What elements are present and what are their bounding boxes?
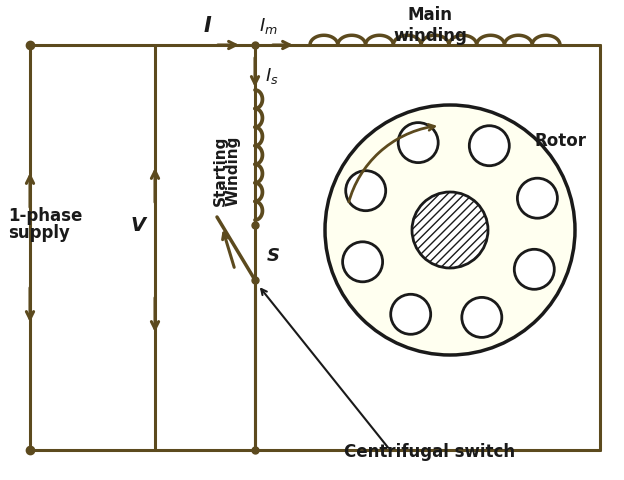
Circle shape [325, 106, 575, 355]
Circle shape [462, 298, 502, 338]
Circle shape [514, 250, 554, 290]
Text: $I_s$: $I_s$ [265, 66, 279, 86]
Text: Centrifugal switch: Centrifugal switch [344, 442, 515, 460]
Text: Rotor: Rotor [535, 132, 587, 150]
Text: V: V [130, 216, 145, 235]
Text: I: I [203, 16, 211, 36]
Circle shape [517, 179, 557, 219]
Circle shape [346, 171, 386, 211]
Text: Main
winding: Main winding [393, 6, 467, 45]
Text: Winding: Winding [225, 135, 240, 206]
Text: S: S [267, 247, 280, 264]
Circle shape [469, 126, 509, 167]
Text: $I_m$: $I_m$ [258, 16, 278, 36]
Circle shape [343, 242, 383, 282]
Text: 1-phase: 1-phase [8, 206, 82, 225]
Text: supply: supply [8, 224, 70, 241]
Circle shape [398, 123, 438, 163]
Circle shape [391, 295, 431, 335]
Circle shape [412, 192, 488, 268]
Text: Starting: Starting [213, 135, 228, 206]
